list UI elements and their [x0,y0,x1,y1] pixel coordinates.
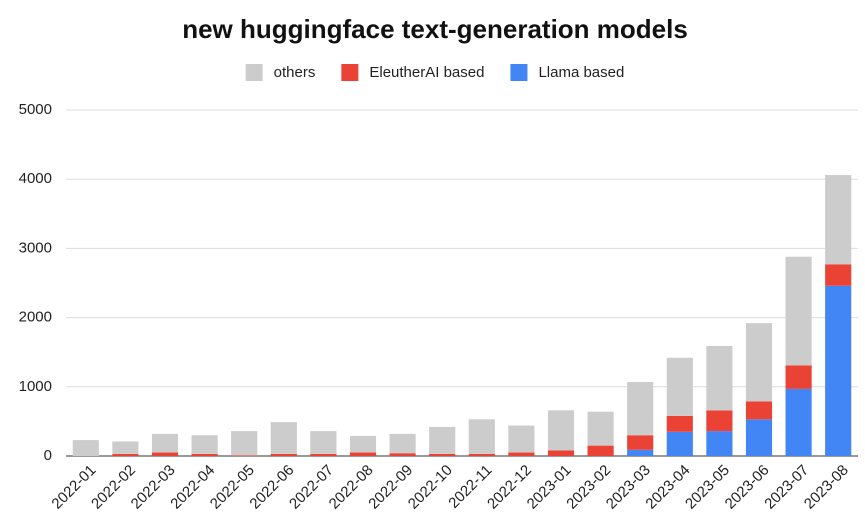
bar-segment [270,453,297,456]
y-tick-label: 3000 [19,239,52,256]
y-tick-label: 5000 [19,101,52,118]
bar-segment [112,453,139,456]
bar-segment [191,453,218,456]
bar-segment [389,453,416,456]
bar-segment [745,401,773,420]
bar-segment [587,411,614,446]
bar-segment [429,453,456,456]
bar-segment [349,452,377,456]
bar-segment [270,422,297,454]
legend: others EleutherAI based Llama based [245,64,624,81]
bar-segment [151,433,179,453]
y-tick-label: 0 [44,447,52,464]
bar-segment [666,357,693,416]
bar-segment [310,453,337,456]
bar-segment [547,450,575,456]
bar-segment [112,441,139,454]
bar-segment [666,431,693,456]
bar-segment [468,453,495,456]
legend-label: EleutherAI based [369,64,484,81]
bar-segment [231,455,258,456]
chart-title: new huggingface text-generation models [182,14,688,44]
legend-label: others [274,64,316,81]
legend-swatch [341,64,359,81]
x-tick-label: 2022-10 [405,462,456,513]
bar-segment [706,410,733,432]
bar-segment [706,345,733,411]
bar-segment [706,431,733,456]
legend-label: Llama based [538,64,624,81]
bar-segment [666,415,693,432]
legend-swatch [510,64,528,81]
bar-segment [745,419,773,456]
legend-swatch [245,64,263,81]
bar-segment [825,175,852,265]
bar-segment [72,440,99,456]
x-tick-label: 2023-08 [801,462,852,513]
bar-segment [627,449,654,456]
bar-segment [508,425,535,453]
bar-segment [310,431,337,454]
y-tick-label: 2000 [19,309,52,326]
y-tick-label: 1000 [19,378,52,395]
bar-segment [785,365,812,389]
bar-segment [231,431,258,456]
bar-segment [627,435,654,450]
bar-segment [785,388,812,456]
bar-segment [191,435,218,454]
bar-segment [547,410,575,451]
bar-segment [587,445,614,456]
bar-segment [389,433,416,454]
bar-segment [429,426,456,454]
bar-segment [825,285,852,456]
y-tick-label: 4000 [19,170,52,187]
bar-segment [627,381,654,436]
bar-segment [825,264,852,286]
bar-segment [349,435,377,453]
bar-segment [785,256,812,366]
bar-segment [468,419,495,454]
bar-segment [151,452,179,456]
bar-segment [508,452,535,456]
bar-segment [745,323,773,402]
